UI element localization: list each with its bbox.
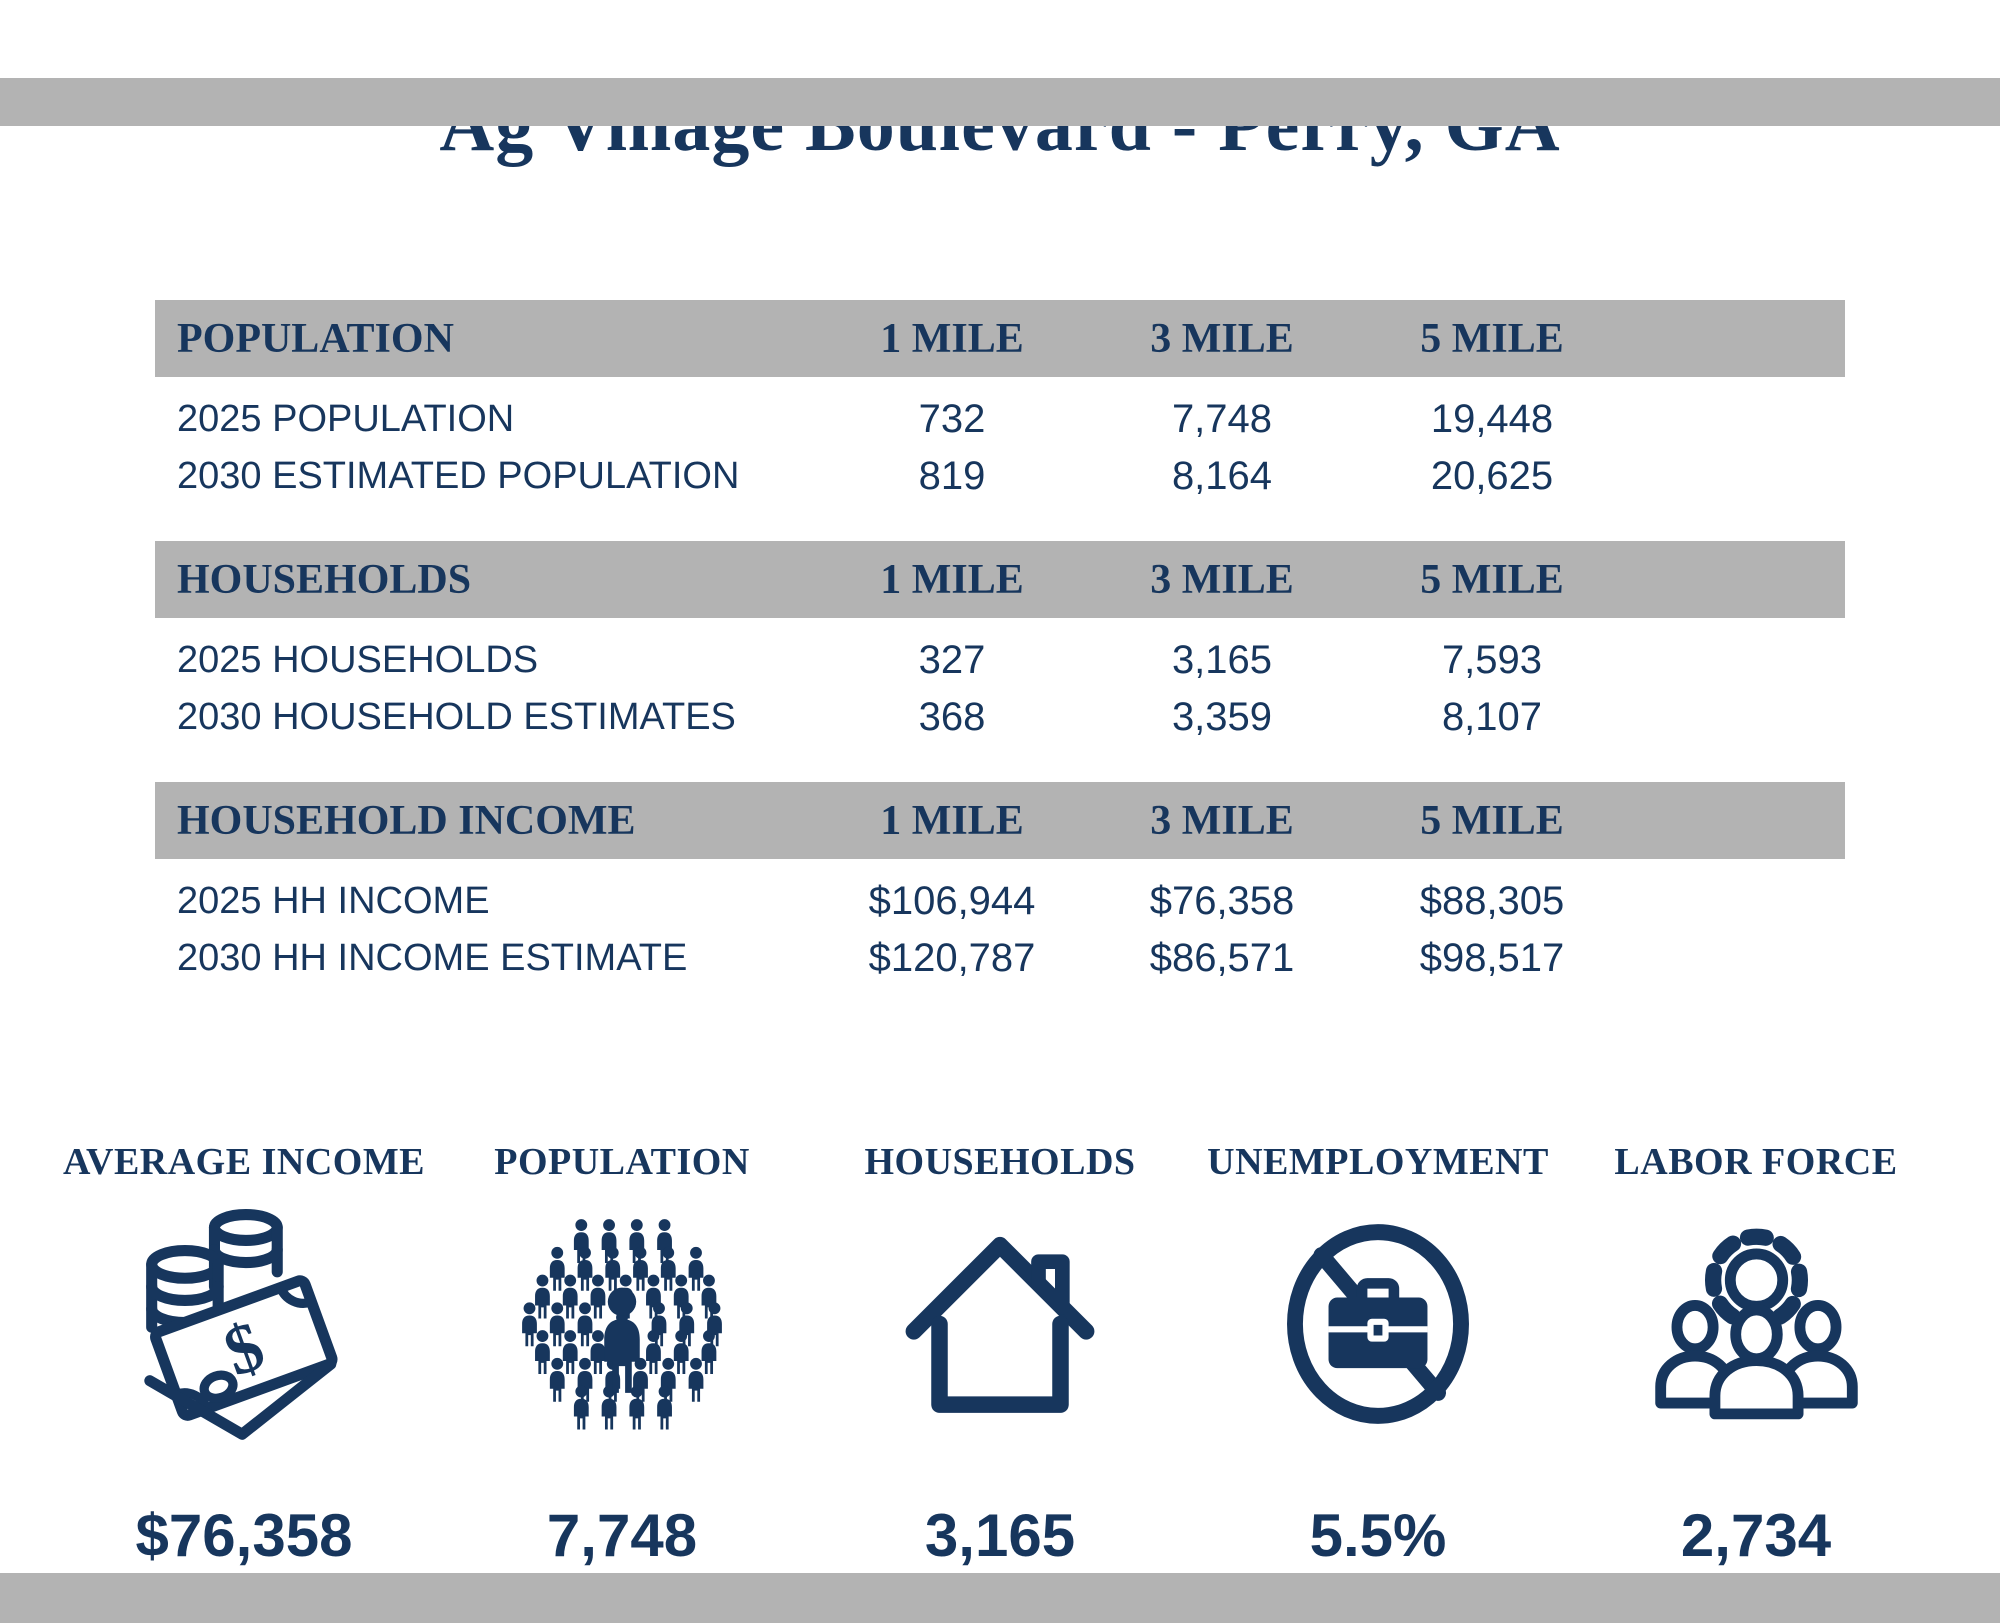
house-icon	[811, 1196, 1189, 1451]
stat-average-income: AVERAGE INCOME $	[55, 1140, 433, 1570]
row-label: 2030 HH INCOME ESTIMATE	[177, 937, 688, 979]
row-label: 2030 HOUSEHOLD ESTIMATES	[177, 696, 736, 738]
stat-value: 2,734	[1680, 1502, 1832, 1569]
table-row: 2025 HOUSEHOLDS 327 3,165 7,593	[155, 632, 1845, 689]
summary-stats: AVERAGE INCOME $	[55, 1140, 1945, 1570]
table-section-households: HOUSEHOLDS 1 MILE 3 MILE 5 MILE 2025 HOU…	[155, 541, 1845, 768]
stat-unemployment: UNEMPLOYMENT 5.5%	[1189, 1140, 1567, 1570]
population-icon	[433, 1196, 811, 1451]
column-header-5mile: 5 MILE	[1420, 797, 1564, 844]
stat-label: POPULATION	[494, 1141, 750, 1183]
column-header-1mile: 1 MILE	[880, 556, 1024, 603]
demographics-flyer: Ag Village Boulevard - Perry, GA POPULAT…	[0, 78, 2000, 1623]
table-row: 2030 HH INCOME ESTIMATE $120,787 $86,571…	[155, 930, 1845, 987]
row-value-3mile: 3,359	[1171, 695, 1273, 739]
section-rows: 2025 HH INCOME $106,944 $76,358 $88,305 …	[155, 859, 1845, 1009]
table-row: 2030 HOUSEHOLD ESTIMATES 368 3,359 8,107	[155, 689, 1845, 746]
row-value-3mile: 3,165	[1171, 638, 1273, 682]
column-header-3mile: 3 MILE	[1150, 315, 1294, 362]
stat-label: HOUSEHOLDS	[864, 1141, 1136, 1183]
row-value-1mile: 368	[918, 695, 986, 739]
stat-label: AVERAGE INCOME	[62, 1141, 426, 1183]
row-label: 2025 POPULATION	[177, 398, 515, 440]
section-rows: 2025 HOUSEHOLDS 327 3,165 7,593 2030 HOU…	[155, 618, 1845, 768]
stat-population: POPULATION	[433, 1140, 811, 1570]
row-value-1mile: $106,944	[868, 879, 1036, 923]
row-value-5mile: $88,305	[1419, 879, 1565, 923]
no-work-icon	[1189, 1196, 1567, 1451]
row-value-1mile: 327	[918, 638, 986, 682]
row-value-1mile: 819	[918, 454, 986, 498]
money-icon: $	[55, 1196, 433, 1451]
section-title: POPULATION	[177, 315, 454, 362]
section-title: HOUSEHOLD INCOME	[177, 797, 636, 844]
row-value-5mile: 7,593	[1441, 638, 1543, 682]
row-value-5mile: 8,107	[1441, 695, 1543, 739]
row-value-1mile: 732	[918, 397, 986, 441]
stat-households: HOUSEHOLDS 3,165	[811, 1140, 1189, 1570]
stat-value: 3,165	[924, 1502, 1076, 1569]
column-header-3mile: 3 MILE	[1150, 797, 1294, 844]
stat-value: 7,748	[546, 1502, 698, 1569]
row-value-3mile: 7,748	[1171, 397, 1273, 441]
demographics-table: POPULATION 1 MILE 3 MILE 5 MILE 2025 POP…	[155, 300, 1845, 1009]
column-header-5mile: 5 MILE	[1420, 556, 1564, 603]
bottom-border-bar	[0, 1573, 2000, 1623]
stat-value: $76,358	[135, 1502, 353, 1569]
column-header-1mile: 1 MILE	[880, 797, 1024, 844]
table-section-population: POPULATION 1 MILE 3 MILE 5 MILE 2025 POP…	[155, 300, 1845, 527]
row-value-5mile: $98,517	[1419, 936, 1565, 980]
table-row: 2030 ESTIMATED POPULATION 819 8,164 20,6…	[155, 448, 1845, 505]
column-header-3mile: 3 MILE	[1150, 556, 1294, 603]
section-title: HOUSEHOLDS	[177, 556, 472, 603]
row-label: 2030 ESTIMATED POPULATION	[177, 455, 740, 497]
stat-label: LABOR FORCE	[1614, 1141, 1898, 1183]
stat-label: UNEMPLOYMENT	[1207, 1141, 1549, 1183]
column-header-5mile: 5 MILE	[1420, 315, 1564, 362]
column-header-1mile: 1 MILE	[880, 315, 1024, 362]
table-row: 2025 POPULATION 732 7,748 19,448	[155, 391, 1845, 448]
stat-value: 5.5%	[1309, 1502, 1447, 1569]
row-value-3mile: $76,358	[1149, 879, 1295, 923]
table-row: 2025 HH INCOME $106,944 $76,358 $88,305	[155, 873, 1845, 930]
row-label: 2025 HH INCOME	[177, 880, 490, 922]
row-value-1mile: $120,787	[868, 936, 1036, 980]
section-header-band: POPULATION 1 MILE 3 MILE 5 MILE	[155, 300, 1845, 377]
section-header-band: HOUSEHOLDS 1 MILE 3 MILE 5 MILE	[155, 541, 1845, 618]
row-value-3mile: $86,571	[1149, 936, 1295, 980]
section-rows: 2025 POPULATION 732 7,748 19,448 2030 ES…	[155, 377, 1845, 527]
section-header-band: HOUSEHOLD INCOME 1 MILE 3 MILE 5 MILE	[155, 782, 1845, 859]
row-value-5mile: 19,448	[1430, 397, 1554, 441]
row-label: 2025 HOUSEHOLDS	[177, 639, 539, 681]
row-value-3mile: 8,164	[1171, 454, 1273, 498]
labor-force-icon	[1567, 1196, 1945, 1451]
table-section-household-income: HOUSEHOLD INCOME 1 MILE 3 MILE 5 MILE 20…	[155, 782, 1845, 1009]
stat-labor-force: LABOR FORCE 2,734	[1567, 1140, 1945, 1570]
top-border-bar	[0, 78, 2000, 126]
row-value-5mile: 20,625	[1430, 454, 1554, 498]
